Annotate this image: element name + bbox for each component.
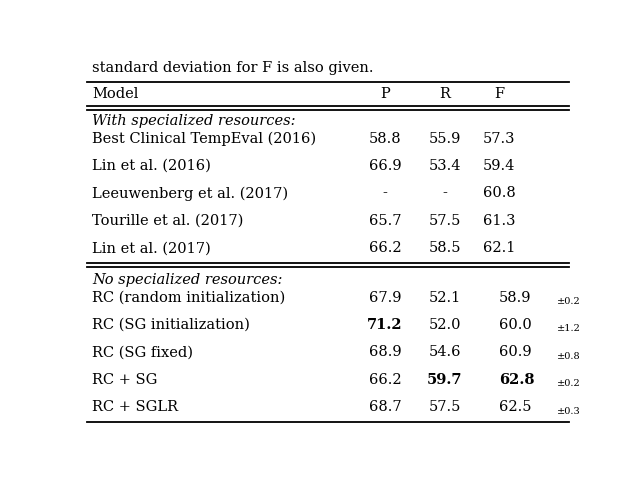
Text: Lin et al. (2016): Lin et al. (2016) <box>92 159 211 173</box>
Text: 66.2: 66.2 <box>369 242 401 255</box>
Text: 54.6: 54.6 <box>428 346 461 359</box>
Text: 60.9: 60.9 <box>499 346 532 359</box>
Text: 66.9: 66.9 <box>369 159 401 173</box>
Text: With specialized resources:: With specialized resources: <box>92 114 296 127</box>
Text: 62.5: 62.5 <box>499 400 532 414</box>
Text: ±0.3: ±0.3 <box>557 407 581 415</box>
Text: 58.8: 58.8 <box>369 132 401 145</box>
Text: 58.5: 58.5 <box>428 242 461 255</box>
Text: 57.5: 57.5 <box>428 400 461 414</box>
Text: -: - <box>442 186 447 201</box>
Text: 67.9: 67.9 <box>369 290 401 305</box>
Text: ±0.2: ±0.2 <box>557 297 581 306</box>
Text: Best Clinical TempEval (2016): Best Clinical TempEval (2016) <box>92 131 317 146</box>
Text: P: P <box>380 87 390 101</box>
Text: 57.5: 57.5 <box>428 214 461 228</box>
Text: R: R <box>439 87 450 101</box>
Text: 58.9: 58.9 <box>499 290 532 305</box>
Text: 55.9: 55.9 <box>428 132 461 145</box>
Text: RC (random initialization): RC (random initialization) <box>92 290 285 305</box>
Text: 65.7: 65.7 <box>369 214 401 228</box>
Text: 52.0: 52.0 <box>428 318 461 332</box>
Text: RC + SG: RC + SG <box>92 373 158 387</box>
Text: 61.3: 61.3 <box>483 214 515 228</box>
Text: -: - <box>383 186 387 201</box>
Text: 68.7: 68.7 <box>369 400 401 414</box>
Text: 66.2: 66.2 <box>369 373 401 387</box>
Text: Lin et al. (2017): Lin et al. (2017) <box>92 242 211 255</box>
Text: Model: Model <box>92 87 139 101</box>
Text: RC + SGLR: RC + SGLR <box>92 400 179 414</box>
Text: 62.8: 62.8 <box>499 373 534 387</box>
Text: ±1.2: ±1.2 <box>557 324 581 333</box>
Text: ±0.8: ±0.8 <box>557 352 580 361</box>
Text: 52.1: 52.1 <box>428 290 461 305</box>
Text: 60.0: 60.0 <box>499 318 532 332</box>
Text: 62.1: 62.1 <box>483 242 515 255</box>
Text: 60.8: 60.8 <box>483 186 515 201</box>
Text: standard deviation for F is also given.: standard deviation for F is also given. <box>92 61 374 75</box>
Text: 71.2: 71.2 <box>367 318 403 332</box>
Text: 59.4: 59.4 <box>483 159 515 173</box>
Text: RC (SG initialization): RC (SG initialization) <box>92 318 250 332</box>
Text: 57.3: 57.3 <box>483 132 515 145</box>
Text: No specialized resources:: No specialized resources: <box>92 272 283 286</box>
Text: Tourille et al. (2017): Tourille et al. (2017) <box>92 214 244 228</box>
Text: Leeuwenberg et al. (2017): Leeuwenberg et al. (2017) <box>92 186 289 201</box>
Text: 59.7: 59.7 <box>427 373 462 387</box>
Text: 53.4: 53.4 <box>428 159 461 173</box>
Text: 68.9: 68.9 <box>369 346 401 359</box>
Text: F: F <box>494 87 504 101</box>
Text: RC (SG fixed): RC (SG fixed) <box>92 346 193 359</box>
Text: ±0.2: ±0.2 <box>557 379 581 388</box>
